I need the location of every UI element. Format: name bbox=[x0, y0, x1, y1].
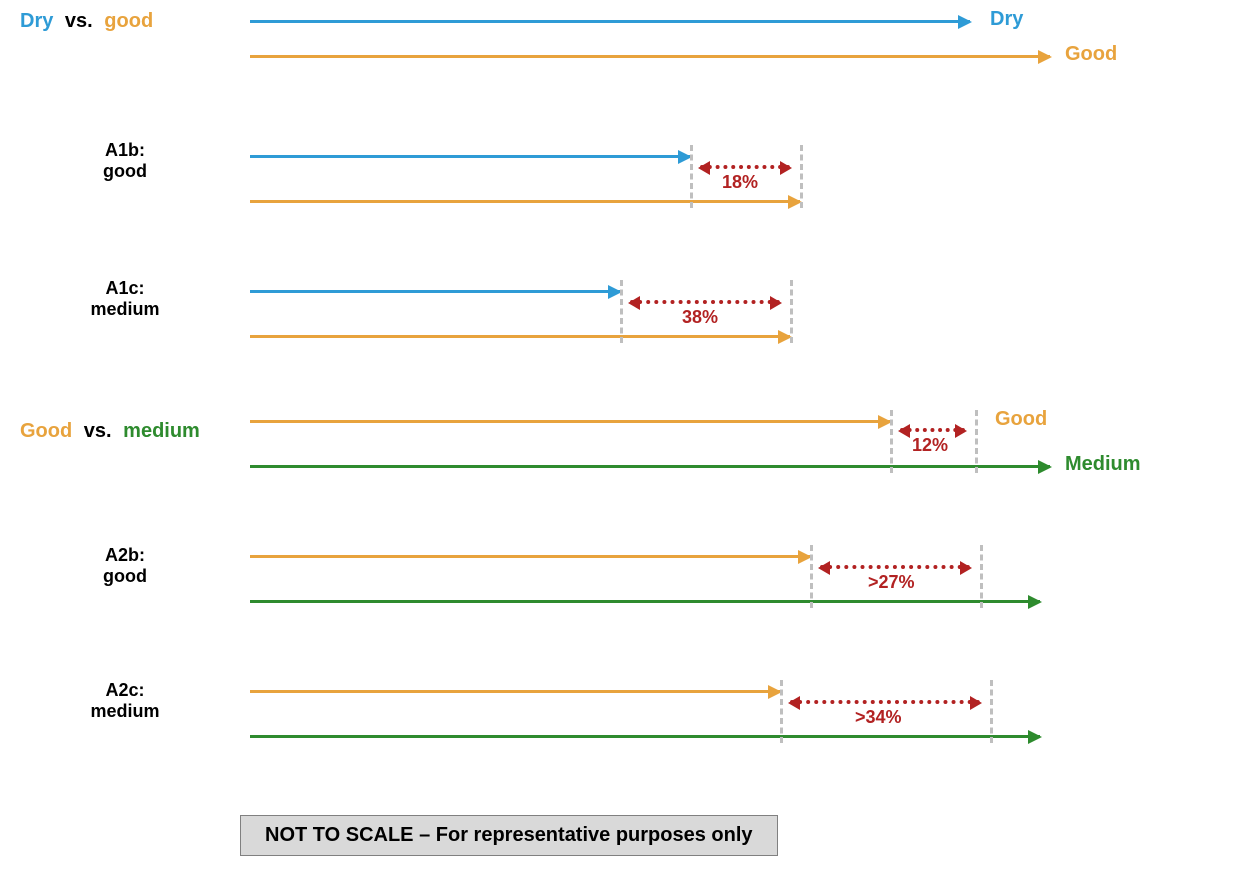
dotted-a2c bbox=[790, 700, 980, 704]
dash-a2b-right bbox=[980, 545, 983, 608]
end-label-dry: Dry bbox=[990, 8, 1023, 31]
s1-vs: vs. bbox=[65, 10, 93, 32]
arrow-a1b-dry bbox=[250, 155, 690, 158]
row-a1b-l1: good bbox=[103, 161, 147, 181]
diagram-root: Dry vs. good A1b: good Dry Good 18% A1c:… bbox=[0, 0, 1234, 896]
row-a1c-lines: A1c: medium bbox=[15, 278, 235, 320]
s2-part1: Good bbox=[20, 420, 72, 442]
delta-a2a-text: 12% bbox=[912, 435, 948, 456]
arrow-a1c-good bbox=[250, 335, 790, 338]
row-a2b-l1: good bbox=[103, 566, 147, 586]
dash-a2b-left bbox=[810, 545, 813, 608]
s1-part2: good bbox=[104, 10, 153, 32]
arrow-a2a-medium bbox=[250, 465, 1050, 468]
row-a2c-l0: A2c: bbox=[105, 680, 144, 700]
s2-vs: vs. bbox=[84, 420, 112, 442]
delta-a1b-text: 18% bbox=[722, 172, 758, 193]
dash-a2a-right bbox=[975, 410, 978, 473]
delta-a2b-text: >27% bbox=[868, 572, 915, 593]
dotted-a1b bbox=[700, 165, 790, 169]
arrow-a1c-dry bbox=[250, 290, 620, 293]
dotted-a2a bbox=[900, 428, 965, 432]
arrow-a2c-medium bbox=[250, 735, 1040, 738]
arrow-a1a-good bbox=[250, 55, 1050, 58]
end-label-medium: Medium bbox=[1065, 453, 1141, 476]
delta-a1c-text: 38% bbox=[682, 307, 718, 328]
arrow-a1a-dry bbox=[250, 20, 970, 23]
arrow-a2b-good bbox=[250, 555, 810, 558]
s1-part1: Dry bbox=[20, 10, 53, 32]
row-a1a-lines: A1b: good bbox=[15, 140, 235, 182]
row-a2c-lines: A2c: medium bbox=[15, 680, 235, 722]
arrow-a2a-good bbox=[250, 420, 890, 423]
arrow-a2c-good bbox=[250, 690, 780, 693]
arrow-a2b-medium bbox=[250, 600, 1040, 603]
end-label-good-s1: Good bbox=[1065, 43, 1117, 66]
dash-a1c-right bbox=[790, 280, 793, 343]
dash-a2a-left bbox=[890, 410, 893, 473]
dash-a1b-right bbox=[800, 145, 803, 208]
dotted-a2b bbox=[820, 565, 970, 569]
dash-a2c-left bbox=[780, 680, 783, 743]
row-a2c-l1: medium bbox=[90, 701, 159, 721]
s2-part2: medium bbox=[123, 420, 200, 442]
dash-a2c-right bbox=[990, 680, 993, 743]
footer-note: NOT TO SCALE – For representative purpos… bbox=[240, 815, 778, 856]
row-a1b-l0: A1b: bbox=[105, 140, 145, 160]
end-label-good-s2: Good bbox=[995, 408, 1047, 431]
row-a2b-lines: A2b: good bbox=[15, 545, 235, 587]
arrow-a1b-good bbox=[250, 200, 800, 203]
row-a1c-l1: medium bbox=[90, 299, 159, 319]
delta-a2c-text: >34% bbox=[855, 707, 902, 728]
dash-a1c-left bbox=[620, 280, 623, 343]
row-a2b-l0: A2b: bbox=[105, 545, 145, 565]
row-a1c-l0: A1c: bbox=[105, 278, 144, 298]
section2-header-label: Good vs. medium bbox=[20, 420, 200, 443]
dash-a1b-left bbox=[690, 145, 693, 208]
dotted-a1c bbox=[630, 300, 780, 304]
section1-header-label: Dry vs. good bbox=[20, 10, 153, 33]
